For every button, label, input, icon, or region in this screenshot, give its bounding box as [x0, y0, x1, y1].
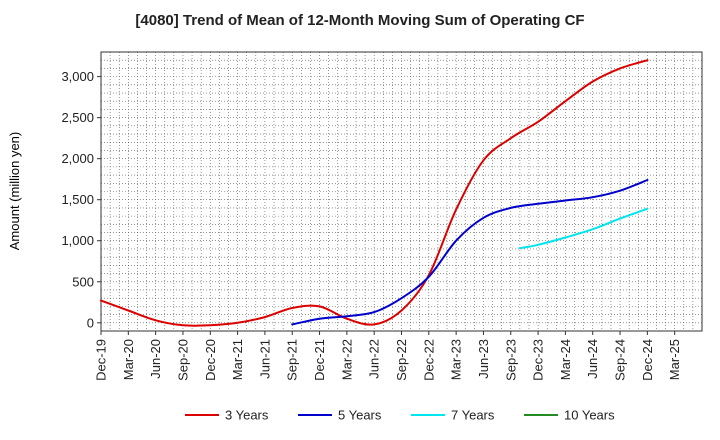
y-tick-label: 500	[72, 274, 94, 289]
y-tick-label: 2,000	[61, 151, 94, 166]
x-tick-label: Jun-20	[148, 339, 163, 379]
x-tick-label: Dec-21	[312, 339, 327, 381]
x-tick-label: Mar-25	[667, 339, 682, 380]
y-tick-label: 0	[87, 315, 94, 330]
x-tick-label: Sep-20	[175, 339, 190, 381]
x-tick-label: Dec-24	[640, 339, 655, 381]
chart-title: [4080] Trend of Mean of 12-Month Moving …	[135, 12, 585, 29]
x-tick-label: Mar-23	[449, 339, 464, 380]
y-tick-labels: 0 500 1,000 1,500 2,000 2,500 3,000	[61, 69, 94, 330]
x-tick-label: Mar-20	[121, 339, 136, 380]
series-line-5-years	[291, 179, 649, 326]
x-tick-label: Mar-24	[558, 339, 573, 380]
x-tick-label: Jun-23	[476, 339, 491, 379]
series-line-3-years	[100, 59, 649, 327]
legend-label-7-years: 7 Years	[451, 408, 495, 423]
x-tick-label: Dec-23	[531, 339, 546, 381]
legend-label-10-years: 10 Years	[564, 408, 615, 423]
x-tick-label: Jun-21	[257, 339, 272, 379]
legend-label-3-years: 3 Years	[225, 408, 269, 423]
x-tick-label: Sep-24	[613, 339, 628, 381]
series-lines	[100, 59, 649, 327]
y-axis-label: Amount (million yen)	[7, 132, 22, 251]
legend-label-5-years: 5 Years	[338, 408, 382, 423]
legend: 3 Years 5 Years 7 Years 10 Years	[185, 408, 615, 423]
series-line-7-years	[518, 207, 649, 250]
y-tick-label: 2,500	[61, 110, 94, 125]
x-tick-label: Sep-23	[503, 339, 518, 381]
x-tick-label: Jun-24	[585, 339, 600, 379]
x-tick-label: Sep-22	[394, 339, 409, 381]
y-tick-label: 1,500	[61, 192, 94, 207]
x-tick-label: Dec-19	[94, 339, 109, 381]
axes	[97, 51, 703, 335]
x-tick-label: Mar-22	[339, 339, 354, 380]
x-tick-label: Jun-22	[367, 339, 382, 379]
y-tick-label: 3,000	[61, 69, 94, 84]
y-tick-label: 1,000	[61, 233, 94, 248]
grid-lines	[101, 52, 702, 331]
x-tick-label: Dec-22	[421, 339, 436, 381]
x-tick-label: Mar-21	[230, 339, 245, 380]
x-tick-label: Sep-21	[285, 339, 300, 381]
x-tick-label: Dec-20	[203, 339, 218, 381]
x-tick-labels: Dec-19 Mar-20 Jun-20 Sep-20 Dec-20 Mar-21 Jun-…	[94, 339, 683, 381]
